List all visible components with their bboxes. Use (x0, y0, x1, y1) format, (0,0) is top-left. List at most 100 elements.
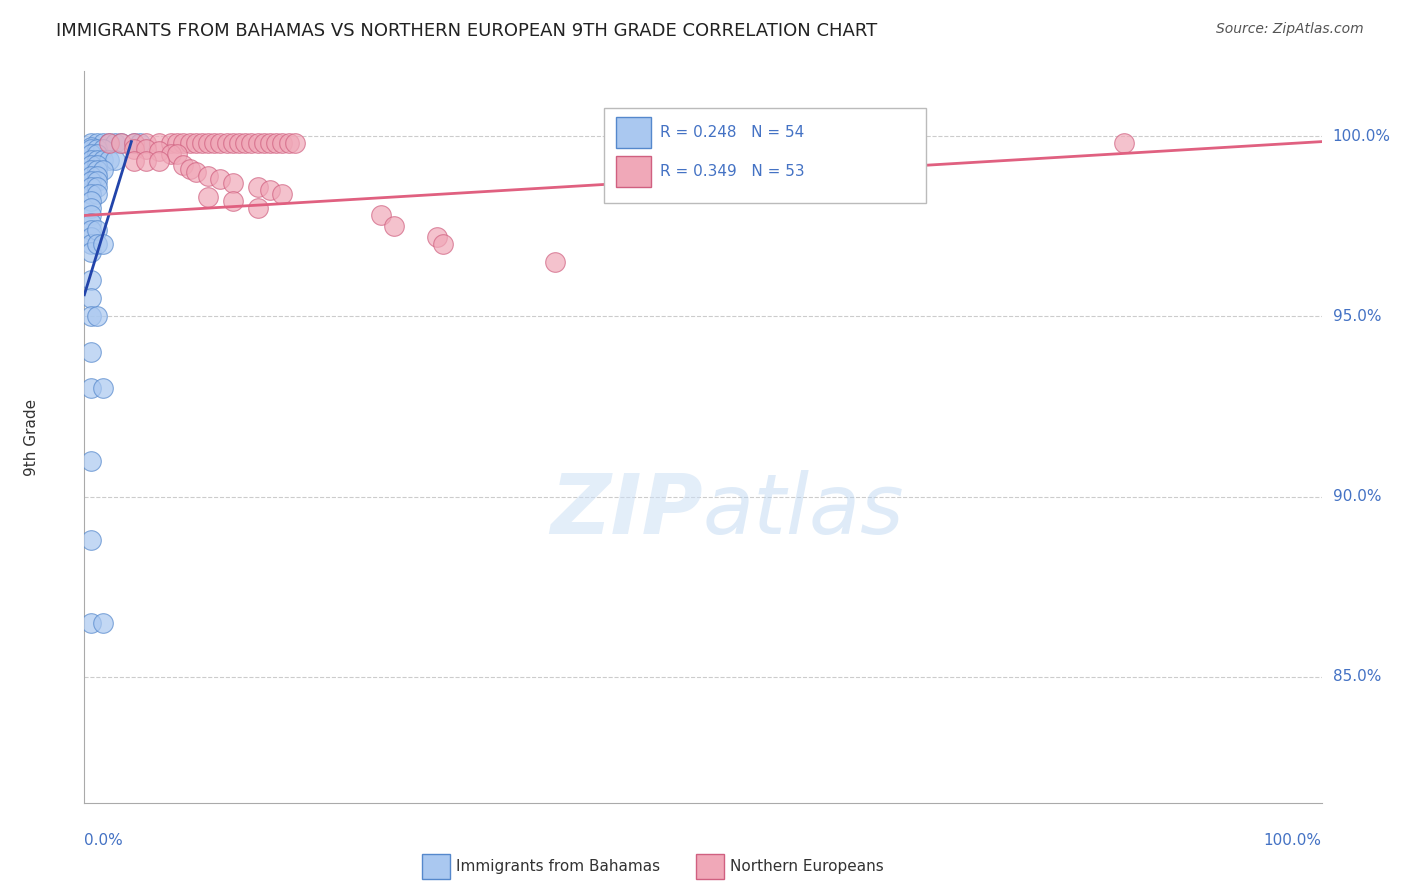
Point (129, 136, 152, 151)
Point (104, 153, 127, 167)
Point (91, 163, 114, 178)
Point (79, 142, 101, 156)
Point (253, 136, 276, 151)
Point (160, 147, 183, 161)
Point (191, 136, 214, 151)
Point (179, 136, 201, 151)
Point (166, 147, 188, 161)
Bar (616, 156, 651, 187)
Point (148, 154, 170, 169)
Point (246, 136, 269, 151)
Text: atlas: atlas (703, 470, 904, 550)
Point (202, 136, 225, 151)
Point (110, 136, 132, 151)
Text: 0.0%: 0.0% (84, 833, 124, 848)
Point (91, 153, 114, 167)
Point (172, 136, 194, 151)
Point (259, 183, 281, 197)
Point (86, 310, 108, 324)
Point (98, 136, 121, 151)
Point (271, 186, 294, 201)
Point (284, 136, 307, 151)
Point (122, 154, 145, 169)
Point (86, 179, 108, 194)
Point (79, 194, 101, 208)
Point (79, 186, 101, 201)
Point (122, 136, 145, 151)
Point (110, 136, 132, 151)
Point (197, 169, 219, 183)
Point (135, 142, 157, 156)
Point (86, 237, 108, 252)
Point (172, 158, 194, 172)
Point (79, 153, 101, 167)
Point (79, 174, 101, 188)
Point (79, 169, 101, 183)
Point (86, 136, 108, 151)
Text: 85.0%: 85.0% (1333, 669, 1381, 684)
Point (79, 223, 101, 237)
Point (91, 381, 114, 395)
Text: Immigrants from Bahamas: Immigrants from Bahamas (456, 859, 659, 873)
Point (79, 140, 101, 154)
Text: 100.0%: 100.0% (1264, 833, 1322, 848)
Point (86, 174, 108, 188)
Point (271, 136, 294, 151)
Point (86, 223, 108, 237)
Point (79, 381, 101, 395)
Point (543, 255, 565, 269)
Point (222, 194, 245, 208)
Point (184, 165, 207, 179)
Point (86, 142, 108, 156)
Point (184, 136, 207, 151)
Point (246, 179, 269, 194)
Bar (616, 118, 651, 148)
Point (79, 244, 101, 259)
Point (148, 144, 170, 158)
Point (215, 136, 238, 151)
Point (160, 136, 183, 151)
Point (79, 147, 101, 161)
Point (426, 230, 449, 244)
Point (209, 136, 232, 151)
Text: R = 0.248   N = 54: R = 0.248 N = 54 (659, 125, 804, 140)
Point (91, 237, 114, 252)
Point (79, 201, 101, 215)
Point (91, 615, 114, 630)
Point (86, 158, 108, 172)
Point (222, 136, 245, 151)
Point (79, 237, 101, 252)
Point (233, 136, 256, 151)
Point (79, 273, 101, 287)
Point (86, 163, 108, 178)
Point (222, 176, 245, 190)
Point (79, 163, 101, 178)
Point (79, 310, 101, 324)
Text: 9th Grade: 9th Grade (24, 399, 39, 475)
Point (79, 453, 101, 467)
Point (91, 136, 114, 151)
Point (98, 136, 121, 151)
Point (1112, 136, 1135, 151)
Point (148, 136, 170, 151)
Point (122, 136, 145, 151)
Point (370, 209, 392, 223)
Point (228, 136, 250, 151)
Point (259, 136, 281, 151)
Point (104, 136, 127, 151)
Point (86, 169, 108, 183)
Point (264, 136, 287, 151)
Point (166, 136, 188, 151)
Point (432, 237, 454, 252)
Point (79, 209, 101, 223)
Text: 90.0%: 90.0% (1333, 489, 1381, 504)
Point (79, 179, 101, 194)
Point (197, 190, 219, 204)
Point (79, 533, 101, 547)
Point (382, 219, 405, 234)
Point (277, 136, 299, 151)
Text: R = 0.349   N = 53: R = 0.349 N = 53 (659, 164, 804, 179)
Bar (605, 108, 925, 203)
Text: 95.0%: 95.0% (1333, 309, 1381, 324)
Text: Northern Europeans: Northern Europeans (730, 859, 883, 873)
